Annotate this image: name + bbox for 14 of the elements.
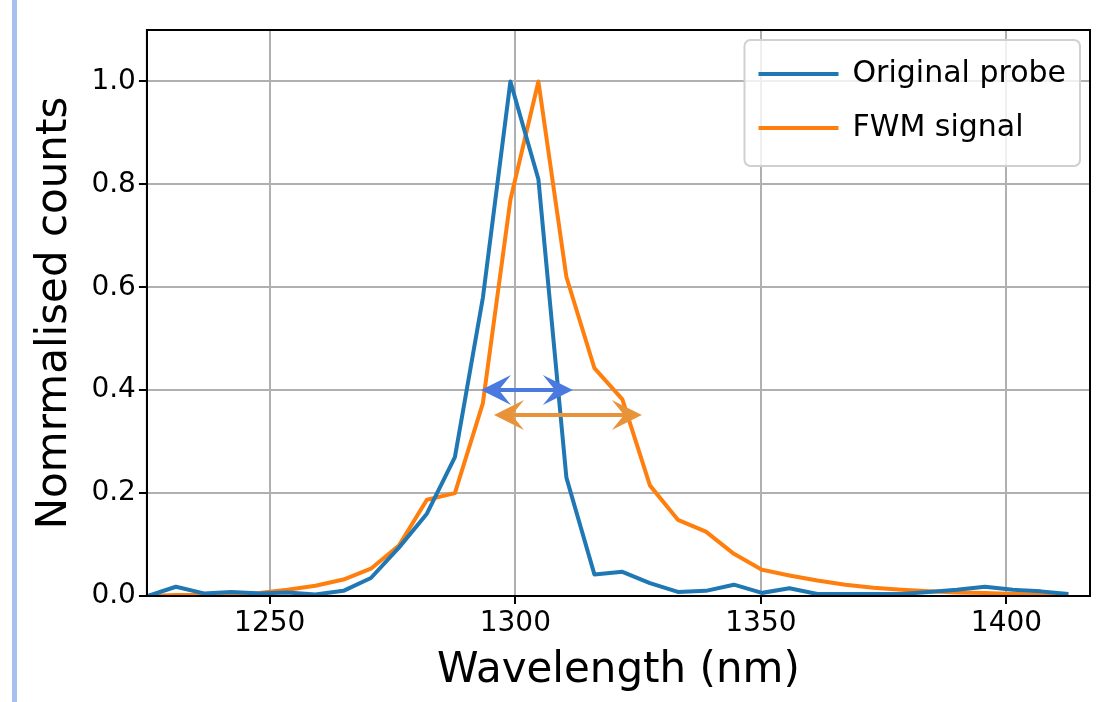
x-axis-title: Wavelength (nm) (437, 642, 800, 692)
y-tick-label: 1.0 (91, 62, 136, 96)
x-tick-label: 1400 (970, 605, 1043, 639)
y-tick-label: 0.2 (91, 474, 136, 508)
y-axis-title: Nomrmalised counts (27, 96, 77, 530)
y-tick-label: 0.0 (91, 577, 136, 611)
x-tick-label: 1250 (234, 605, 306, 639)
x-tick-label: 1350 (725, 605, 797, 639)
x-tick-label: 1300 (479, 605, 551, 639)
y-tick-label: 0.4 (91, 371, 136, 405)
legend-label: Original probe (852, 53, 1067, 89)
legend-label: FWM signal (852, 107, 1024, 143)
y-tick-label: 0.8 (91, 165, 136, 199)
y-tick-label: 0.6 (91, 268, 136, 302)
